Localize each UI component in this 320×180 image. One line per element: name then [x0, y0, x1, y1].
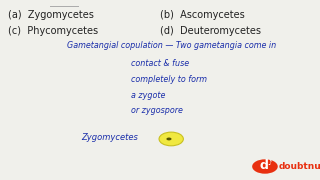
Text: (c)  Phycomycetes: (c) Phycomycetes — [8, 26, 98, 36]
Text: (d)  Deuteromycetes: (d) Deuteromycetes — [160, 26, 261, 36]
Circle shape — [252, 159, 278, 174]
Circle shape — [159, 132, 183, 146]
Text: completely to form: completely to form — [131, 75, 207, 84]
Text: d: d — [259, 159, 268, 172]
Text: (a)  Zygomycetes: (a) Zygomycetes — [8, 10, 94, 20]
Circle shape — [166, 138, 172, 140]
Text: contact & fuse: contact & fuse — [131, 58, 189, 68]
Text: ♪: ♪ — [267, 159, 272, 166]
Text: Zygomycetes: Zygomycetes — [82, 133, 139, 142]
Text: (b)  Ascomycetes: (b) Ascomycetes — [160, 10, 245, 20]
Text: a zygote: a zygote — [131, 91, 165, 100]
Text: or zygospore: or zygospore — [131, 106, 183, 115]
Text: doubtnut: doubtnut — [278, 162, 320, 171]
Text: Gametangial copulation — Two gametangia come in: Gametangial copulation — Two gametangia … — [67, 41, 276, 50]
